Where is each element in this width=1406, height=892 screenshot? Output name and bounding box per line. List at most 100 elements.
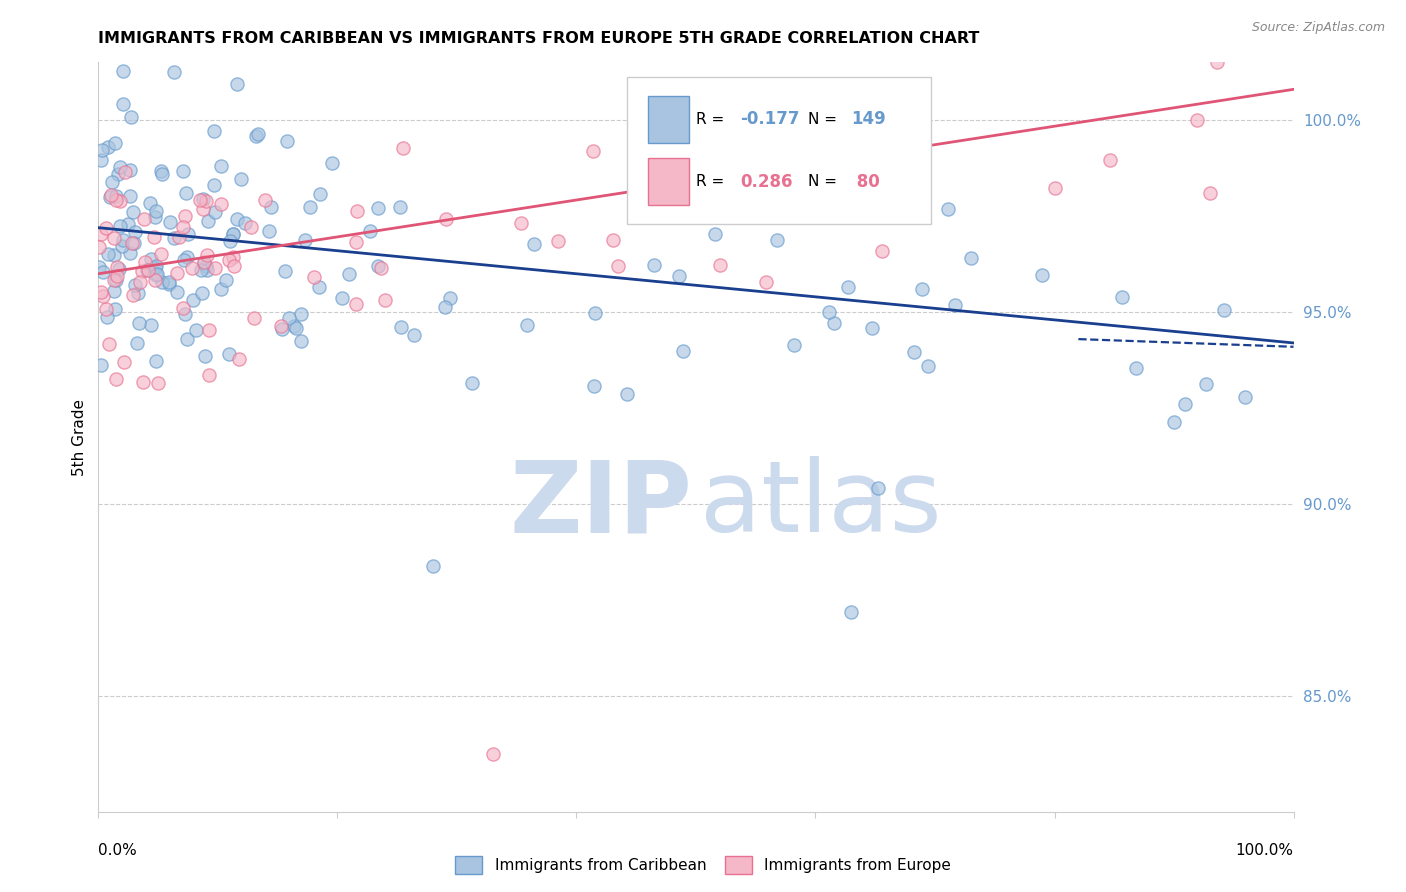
Point	[121, 204, 143, 219]
Point	[823, 316, 845, 330]
Point	[204, 260, 226, 275]
Point	[103, 284, 125, 298]
Point	[111, 64, 134, 78]
Point	[146, 376, 169, 390]
Point	[222, 227, 245, 241]
Point	[173, 307, 195, 321]
Point	[91, 265, 114, 279]
Point	[374, 293, 396, 307]
Point	[209, 159, 232, 173]
Point	[245, 129, 267, 144]
Point	[321, 155, 343, 169]
Point	[125, 336, 148, 351]
Point	[870, 244, 893, 258]
Point	[149, 247, 172, 261]
Point	[181, 260, 204, 275]
Point	[124, 278, 146, 293]
Point	[516, 318, 538, 332]
Point	[837, 280, 859, 294]
Point	[90, 153, 112, 168]
Point	[943, 298, 966, 312]
Point	[135, 262, 157, 277]
Point	[367, 259, 389, 273]
Point	[167, 229, 190, 244]
Point	[911, 282, 934, 296]
Point	[290, 334, 312, 348]
Point	[166, 266, 188, 280]
Point	[131, 264, 153, 278]
Point	[145, 268, 167, 282]
Point	[134, 211, 156, 226]
Point	[107, 168, 129, 182]
Point	[346, 203, 368, 218]
Point	[240, 220, 263, 235]
Text: 0.0%: 0.0%	[98, 843, 138, 858]
Text: IMMIGRANTS FROM CARIBBEAN VS IMMIGRANTS FROM EUROPE 5TH GRADE CORRELATION CHART: IMMIGRANTS FROM CARIBBEAN VS IMMIGRANTS …	[98, 31, 980, 46]
Point	[866, 481, 889, 495]
Point	[172, 301, 194, 315]
Point	[209, 196, 232, 211]
Point	[226, 212, 249, 227]
Point	[166, 285, 188, 299]
Point	[146, 268, 169, 282]
Point	[163, 231, 186, 245]
Point	[1031, 268, 1053, 282]
Point	[150, 275, 173, 289]
Point	[254, 193, 277, 207]
Point	[439, 291, 461, 305]
Point	[134, 254, 156, 268]
Point	[302, 270, 325, 285]
Text: 80: 80	[852, 172, 880, 191]
Point	[105, 260, 128, 274]
Point	[193, 192, 215, 206]
Legend: Immigrants from Caribbean, Immigrants from Europe: Immigrants from Caribbean, Immigrants fr…	[449, 850, 957, 880]
Point	[131, 375, 153, 389]
Point	[111, 233, 134, 247]
Point	[103, 231, 125, 245]
Point	[233, 216, 256, 230]
Point	[284, 320, 307, 334]
Point	[404, 327, 426, 342]
Point	[176, 186, 198, 200]
Point	[204, 204, 226, 219]
Text: -0.177: -0.177	[740, 111, 800, 128]
Point	[344, 297, 367, 311]
Point	[510, 216, 533, 230]
Text: R =: R =	[696, 112, 730, 127]
Point	[149, 163, 172, 178]
Point	[936, 202, 959, 216]
Point	[103, 273, 125, 287]
Point	[434, 211, 457, 226]
Point	[145, 353, 167, 368]
Point	[105, 193, 128, 207]
Point	[391, 141, 413, 155]
Point	[1098, 153, 1121, 168]
Point	[309, 187, 332, 202]
Point	[1111, 290, 1133, 304]
Point	[337, 268, 360, 282]
Point	[157, 275, 180, 289]
Text: 149: 149	[852, 111, 886, 128]
Point	[195, 194, 218, 208]
Point	[101, 175, 124, 189]
Point	[299, 200, 322, 214]
Point	[274, 264, 297, 278]
Point	[181, 293, 204, 307]
Point	[120, 111, 142, 125]
Point	[94, 302, 117, 317]
Point	[370, 260, 392, 275]
Point	[105, 189, 128, 203]
FancyBboxPatch shape	[648, 96, 689, 143]
Point	[860, 321, 883, 335]
Point	[128, 316, 150, 330]
Point	[243, 311, 266, 326]
Point	[108, 261, 131, 276]
Point	[202, 178, 225, 193]
Point	[294, 233, 316, 247]
Point	[215, 273, 238, 287]
Point	[703, 227, 725, 241]
Text: R =: R =	[696, 174, 730, 189]
Point	[145, 204, 167, 219]
Point	[903, 345, 925, 359]
Point	[188, 193, 211, 207]
